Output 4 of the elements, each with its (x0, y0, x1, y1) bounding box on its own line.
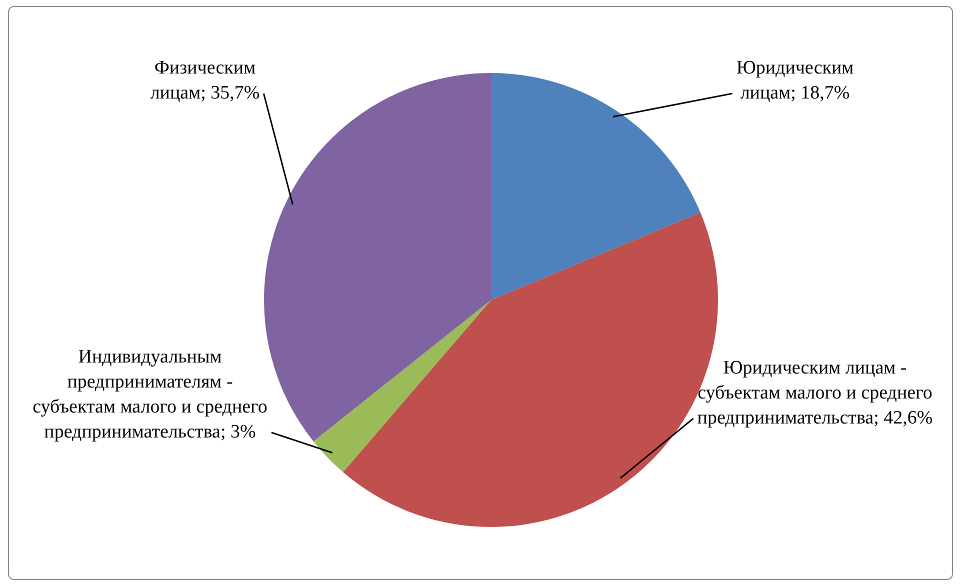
slice-label: Юридическим лицам; 18,7% (736, 57, 854, 104)
slice-label: Индивидуальным предпринимателям - субъектам малого и среднего предпринимательства; 3% (32, 346, 268, 442)
slice-label: Физическим лицам; 35,7% (150, 57, 260, 104)
slice-label: Юридическим лицам - субъектам малого и среднего предпринимательства; 42,6% (697, 357, 933, 428)
